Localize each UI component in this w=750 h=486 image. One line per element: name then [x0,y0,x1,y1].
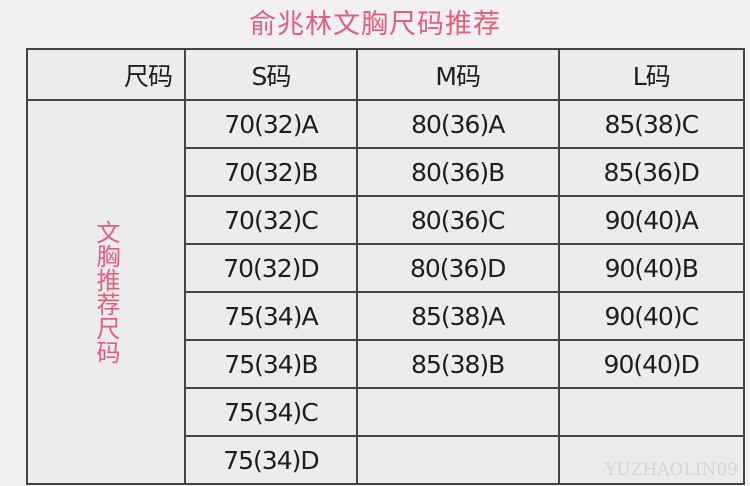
table-row: 75(34)C [27,387,745,437]
table-row: 75(34)D [27,435,745,485]
size-cell: 75(34)B [184,339,358,389]
size-cell: 85(36)D [557,147,745,197]
size-cell: 80(36)B [355,147,560,197]
side-label: 文胸推荐尺码 [26,99,186,485]
size-cell: 90(40)C [557,291,745,341]
header-row: 尺码 S码 M码 L码 [26,48,745,101]
size-chart-table: 尺码 S码 M码 L码 文胸推荐尺码 70(32)A 80(36)A 85(38)C 7… [26,48,745,485]
table-row: 70(32)D 80(36)D 90(40)B [27,243,745,293]
header-size: 尺码 [26,48,186,101]
size-cell: 80(36)C [355,195,560,245]
size-cell [557,387,745,437]
table-row: 70(32)C 80(36)C 90(40)A [27,195,745,245]
size-cell: 90(40)D [557,339,745,389]
size-cell [355,387,560,437]
size-cell: 70(32)C [184,195,358,245]
size-cell [355,435,560,485]
header-m: M码 [355,48,560,101]
watermark: YUZHAOLIN09 [605,460,738,480]
table-row: 75(34)A 85(38)A 90(40)C [27,291,745,341]
size-cell: 75(34)C [184,387,358,437]
size-cell: 75(34)D [184,435,358,485]
table-row: 75(34)B 85(38)B 90(40)D [27,339,745,389]
size-cell: 70(32)A [184,99,358,149]
size-cell: 70(32)B [184,147,358,197]
size-cell: 90(40)B [557,243,745,293]
size-cell: 70(32)D [184,243,358,293]
size-cell: 80(36)A [355,99,560,149]
size-cell: 80(36)D [355,243,560,293]
size-cell: 75(34)A [184,291,358,341]
size-cell: 85(38)A [355,291,560,341]
size-cell: 90(40)A [557,195,745,245]
header-s: S码 [184,48,358,101]
table-row: 70(32)B 80(36)B 85(36)D [27,147,745,197]
size-cell: 85(38)C [557,99,745,149]
header-l: L码 [557,48,745,101]
size-cell: 85(38)B [355,339,560,389]
page-title: 俞兆林文胸尺码推荐 [249,9,501,40]
size-cell [557,435,745,485]
table-row: 文胸推荐尺码 70(32)A 80(36)A 85(38)C [26,99,745,485]
